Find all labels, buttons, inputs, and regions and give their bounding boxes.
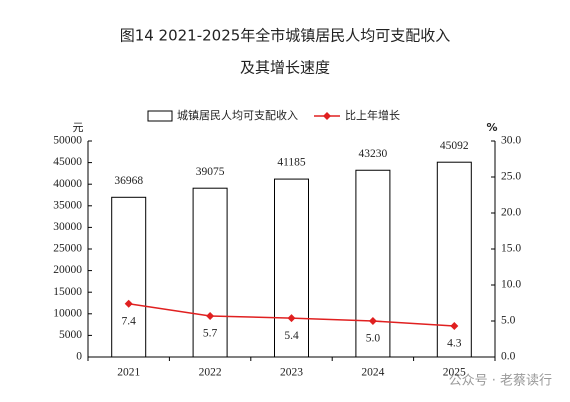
x-tick-label: 2023 (280, 367, 303, 379)
line-value-label: 5.7 (203, 328, 218, 340)
y-tick-label: 0 (76, 351, 82, 363)
y2-tick-label: 0.0 (501, 351, 516, 363)
line-marker (368, 317, 377, 325)
line-value-label: 5.0 (366, 333, 381, 345)
legend-swatch (323, 112, 331, 120)
y-tick-label: 45000 (53, 156, 82, 168)
y-tick-label: 25000 (53, 243, 82, 255)
y2-tick-label: 10.0 (501, 279, 521, 291)
bar (111, 196, 147, 358)
bar-value-label: 45092 (440, 140, 469, 152)
bar-value-label: 36968 (114, 175, 143, 187)
line-marker (287, 314, 296, 323)
bar-value-label: 41185 (277, 157, 306, 169)
y-tick-label: 10000 (53, 307, 82, 319)
y2-tick-label: 25.0 (501, 171, 521, 183)
legend-label: 比上年增长 (345, 108, 400, 122)
bar (355, 169, 391, 358)
y-tick-label: 15000 (53, 286, 82, 298)
x-tick-label: 2024 (361, 367, 384, 379)
y-unit: 元 (73, 121, 84, 134)
watermark: 公众号 · 老蔡读行 (449, 374, 552, 389)
x-tick-label: 2021 (117, 367, 140, 379)
chart-title: 图14 2021-2025年全市城镇居民人均可支配收入 (120, 27, 451, 45)
y-tick-label: 50000 (53, 135, 82, 147)
chart-subtitle: 及其增长速度 (240, 59, 330, 77)
bar-value-label: 43230 (359, 148, 388, 160)
bar (274, 178, 309, 358)
x-tick-label: 2022 (199, 367, 222, 379)
y-tick-label: 20000 (53, 264, 82, 276)
y2-tick-label: 30.0 (501, 135, 521, 147)
y2-tick-label: 5.0 (501, 315, 516, 327)
y2-unit: % (486, 121, 497, 134)
bar-value-label: 39075 (196, 166, 225, 178)
y-tick-label: 5000 (59, 329, 82, 341)
line-marker (450, 322, 459, 331)
y2-tick-label: 20.0 (501, 207, 521, 219)
line-marker (124, 299, 133, 308)
y-tick-label: 40000 (53, 178, 82, 190)
line-value-label: 4.3 (447, 338, 462, 350)
legend-swatch (147, 110, 173, 122)
legend-label: 城镇居民人均可支配收入 (177, 108, 298, 122)
y-tick-label: 30000 (53, 221, 82, 233)
line-marker (206, 311, 215, 320)
y-tick-label: 35000 (53, 199, 82, 211)
x-tick-label: 2025 (443, 367, 466, 379)
bar (192, 187, 228, 358)
line-value-label: 7.4 (122, 315, 137, 327)
y2-tick-label: 15.0 (501, 243, 521, 255)
line-value-label: 5.4 (284, 330, 299, 342)
